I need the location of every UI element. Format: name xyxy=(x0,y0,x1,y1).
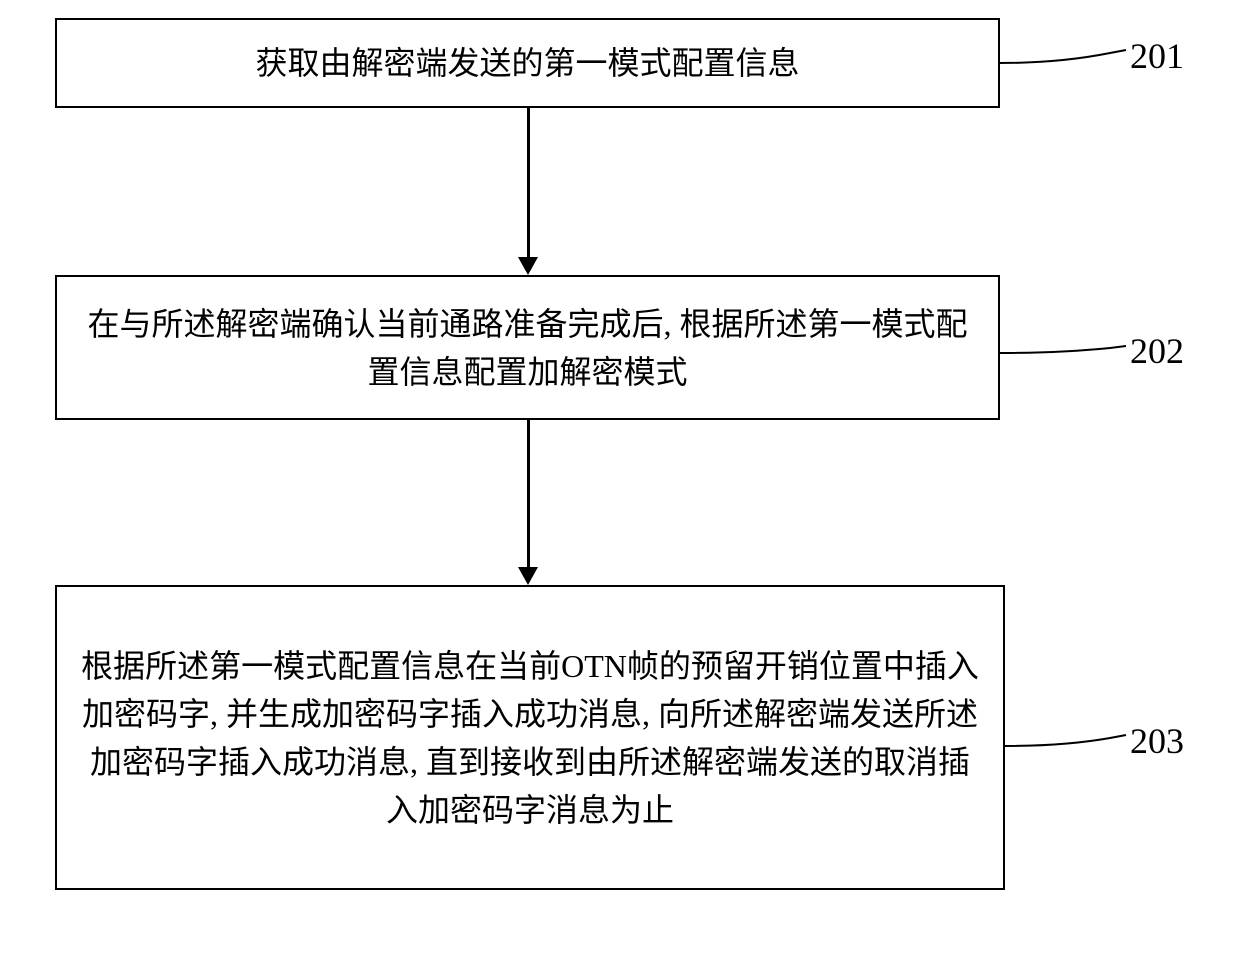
step-label-202: 202 xyxy=(1130,330,1184,372)
connector-2 xyxy=(1000,330,1128,378)
arrow-2-3-head xyxy=(518,567,538,585)
arrow-1-2-head xyxy=(518,257,538,275)
flow-node-2: 在与所述解密端确认当前通路准备完成后, 根据所述第一模式配置信息配置加解密模式 xyxy=(55,275,1000,420)
flow-node-1: 获取由解密端发送的第一模式配置信息 xyxy=(55,18,1000,108)
connector-3 xyxy=(1005,718,1128,766)
flow-node-3-text: 根据所述第一模式配置信息在当前OTN帧的预留开销位置中插入加密码字, 并生成加密… xyxy=(77,642,983,834)
connector-1 xyxy=(1000,35,1128,83)
step-label-201: 201 xyxy=(1130,35,1184,77)
flow-node-3: 根据所述第一模式配置信息在当前OTN帧的预留开销位置中插入加密码字, 并生成加密… xyxy=(55,585,1005,890)
arrow-2-3-line xyxy=(527,420,530,567)
arrow-1-2-line xyxy=(527,108,530,257)
flow-node-1-text: 获取由解密端发送的第一模式配置信息 xyxy=(255,39,799,87)
step-label-203: 203 xyxy=(1130,720,1184,762)
flow-node-2-text: 在与所述解密端确认当前通路准备完成后, 根据所述第一模式配置信息配置加解密模式 xyxy=(77,300,978,396)
